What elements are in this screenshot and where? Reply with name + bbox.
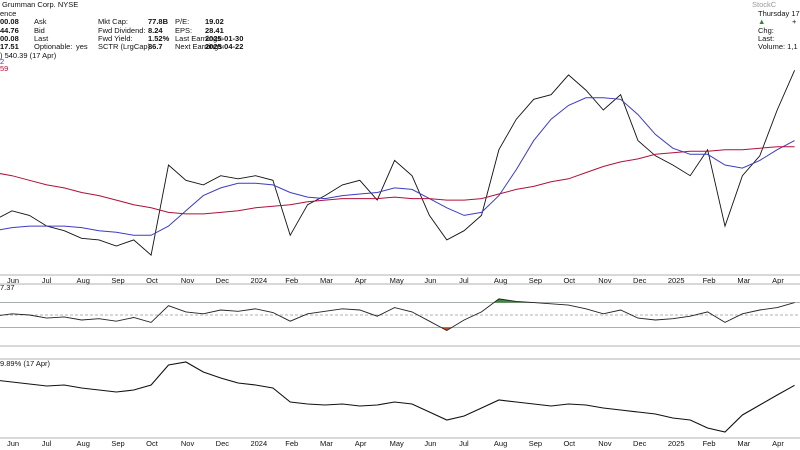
stat-text: 77.8B (148, 17, 169, 26)
x-tick-label: Apr (355, 276, 367, 285)
x-tick-label: Mar (320, 276, 333, 285)
x-tick-label: Sep (529, 439, 542, 448)
quote-text: Last (34, 34, 49, 43)
x-tick-label: Jul (459, 439, 469, 448)
x-tick-label: May (390, 276, 404, 285)
x-tick-label: Dec (633, 276, 647, 285)
brand: StockC (752, 0, 777, 9)
x-tick-label: Dec (216, 276, 230, 285)
date: Thursday 17-A (758, 9, 800, 18)
quote-right: ▲ (758, 17, 765, 26)
x-tick-label: 2024 (250, 439, 267, 448)
quote-text: Ask (34, 17, 47, 26)
x-tick-label: 2024 (250, 276, 267, 285)
earnings-text: 2025-04-22 (205, 42, 243, 51)
oscillator-line (0, 298, 795, 332)
x-tick-label: Mar (320, 439, 333, 448)
quote-text: 44.76 (0, 26, 19, 35)
x-tick-label: Mar (737, 439, 750, 448)
title: Grumman Corp. NYSE (2, 0, 78, 9)
x-tick-label: 2025 (668, 276, 685, 285)
x-tick-label: Oct (563, 276, 576, 285)
moving-average (0, 146, 795, 215)
stat-text: 8.24 (148, 26, 163, 35)
stat-text: 1.52% (148, 34, 170, 43)
top-left: ence (0, 9, 16, 18)
quote-text: 00.08 (0, 34, 19, 43)
quote-text: yes (76, 42, 88, 51)
x-tick-label: Jun (7, 439, 19, 448)
earnings-text: 28.41 (205, 26, 224, 35)
stat-text: SCTR (LrgCap): (98, 42, 152, 51)
x-tick-label: Dec (633, 439, 647, 448)
header: 00.08 Ask 44.76 Bid 00.08 Last 17.51 Optionable… (0, 17, 798, 51)
moving-average (0, 97, 795, 236)
quote-text: 17.51 (0, 42, 19, 51)
x-tick-label: Oct (563, 439, 576, 448)
x-tick-label: Apr (772, 439, 784, 448)
oscillator-label: 7.37 (0, 283, 15, 292)
quote-text: 00.08 (0, 17, 19, 26)
x-tick-label: May (390, 439, 404, 448)
earnings-text: EPS: (175, 26, 192, 35)
x-tick-label: Nov (598, 276, 612, 285)
x-tick-label: Apr (772, 276, 784, 285)
legend-text: 59 (0, 64, 8, 73)
stat-text: Fwd Dividend: (98, 26, 146, 35)
x-tick-label: Apr (355, 439, 367, 448)
x-tick-label: 2025 (668, 439, 685, 448)
x-tick-label: Aug (494, 276, 507, 285)
quote-right: Chg: (758, 26, 774, 35)
earnings-text: 19.02 (205, 17, 224, 26)
x-tick-label: Aug (77, 276, 90, 285)
quote-text: Optionable: (34, 42, 72, 51)
earnings-text: 2025-01-30 (205, 34, 243, 43)
x-tick-label: Nov (181, 439, 195, 448)
x-tick-label: Feb (703, 439, 716, 448)
stat-text: 86.7 (148, 42, 163, 51)
quote-right: Last: (758, 34, 774, 43)
x-tick-label: Jun (424, 439, 436, 448)
quote-text: Bid (34, 26, 45, 35)
x-tick-label: Nov (181, 276, 195, 285)
x-tick-label: Feb (703, 276, 716, 285)
x-tick-label: Jun (424, 276, 436, 285)
x-tick-label: Jun (7, 276, 19, 285)
x-tick-label: Nov (598, 439, 612, 448)
x-tick-label: Aug (77, 439, 90, 448)
legend-text: 2 (0, 57, 4, 66)
stat-text: Fwd Yield: (98, 34, 133, 43)
x-tick-label: Dec (216, 439, 230, 448)
x-tick-label: Oct (146, 276, 159, 285)
earnings-text: Last Earnings: (175, 34, 223, 43)
legend-text: ) 540.39 (17 Apr) (0, 51, 57, 60)
x-tick-label: Sep (529, 276, 542, 285)
x-tick-label: Jul (42, 276, 52, 285)
x-tick-label: Feb (285, 439, 298, 448)
x-tick-label: Jul (459, 276, 469, 285)
x-tick-label: Oct (146, 439, 159, 448)
x-tick-label: Sep (111, 276, 124, 285)
earnings-text: P/E: (175, 17, 189, 26)
x-tick-label: Mar (737, 276, 750, 285)
earnings-text: Next Earnings: (175, 42, 224, 51)
x-tick-label: Aug (494, 439, 507, 448)
stat-text: Mkt Cap: (98, 17, 128, 26)
quote-right: + (792, 17, 797, 26)
price-line (0, 70, 796, 256)
performance-line (0, 361, 795, 433)
x-tick-label: Sep (111, 439, 124, 448)
x-tick-label: Feb (285, 276, 298, 285)
performance-label: 9.89% (17 Apr) (0, 359, 51, 368)
quote-right: Volume: 1,1 (758, 42, 798, 51)
x-tick-label: Jul (42, 439, 52, 448)
